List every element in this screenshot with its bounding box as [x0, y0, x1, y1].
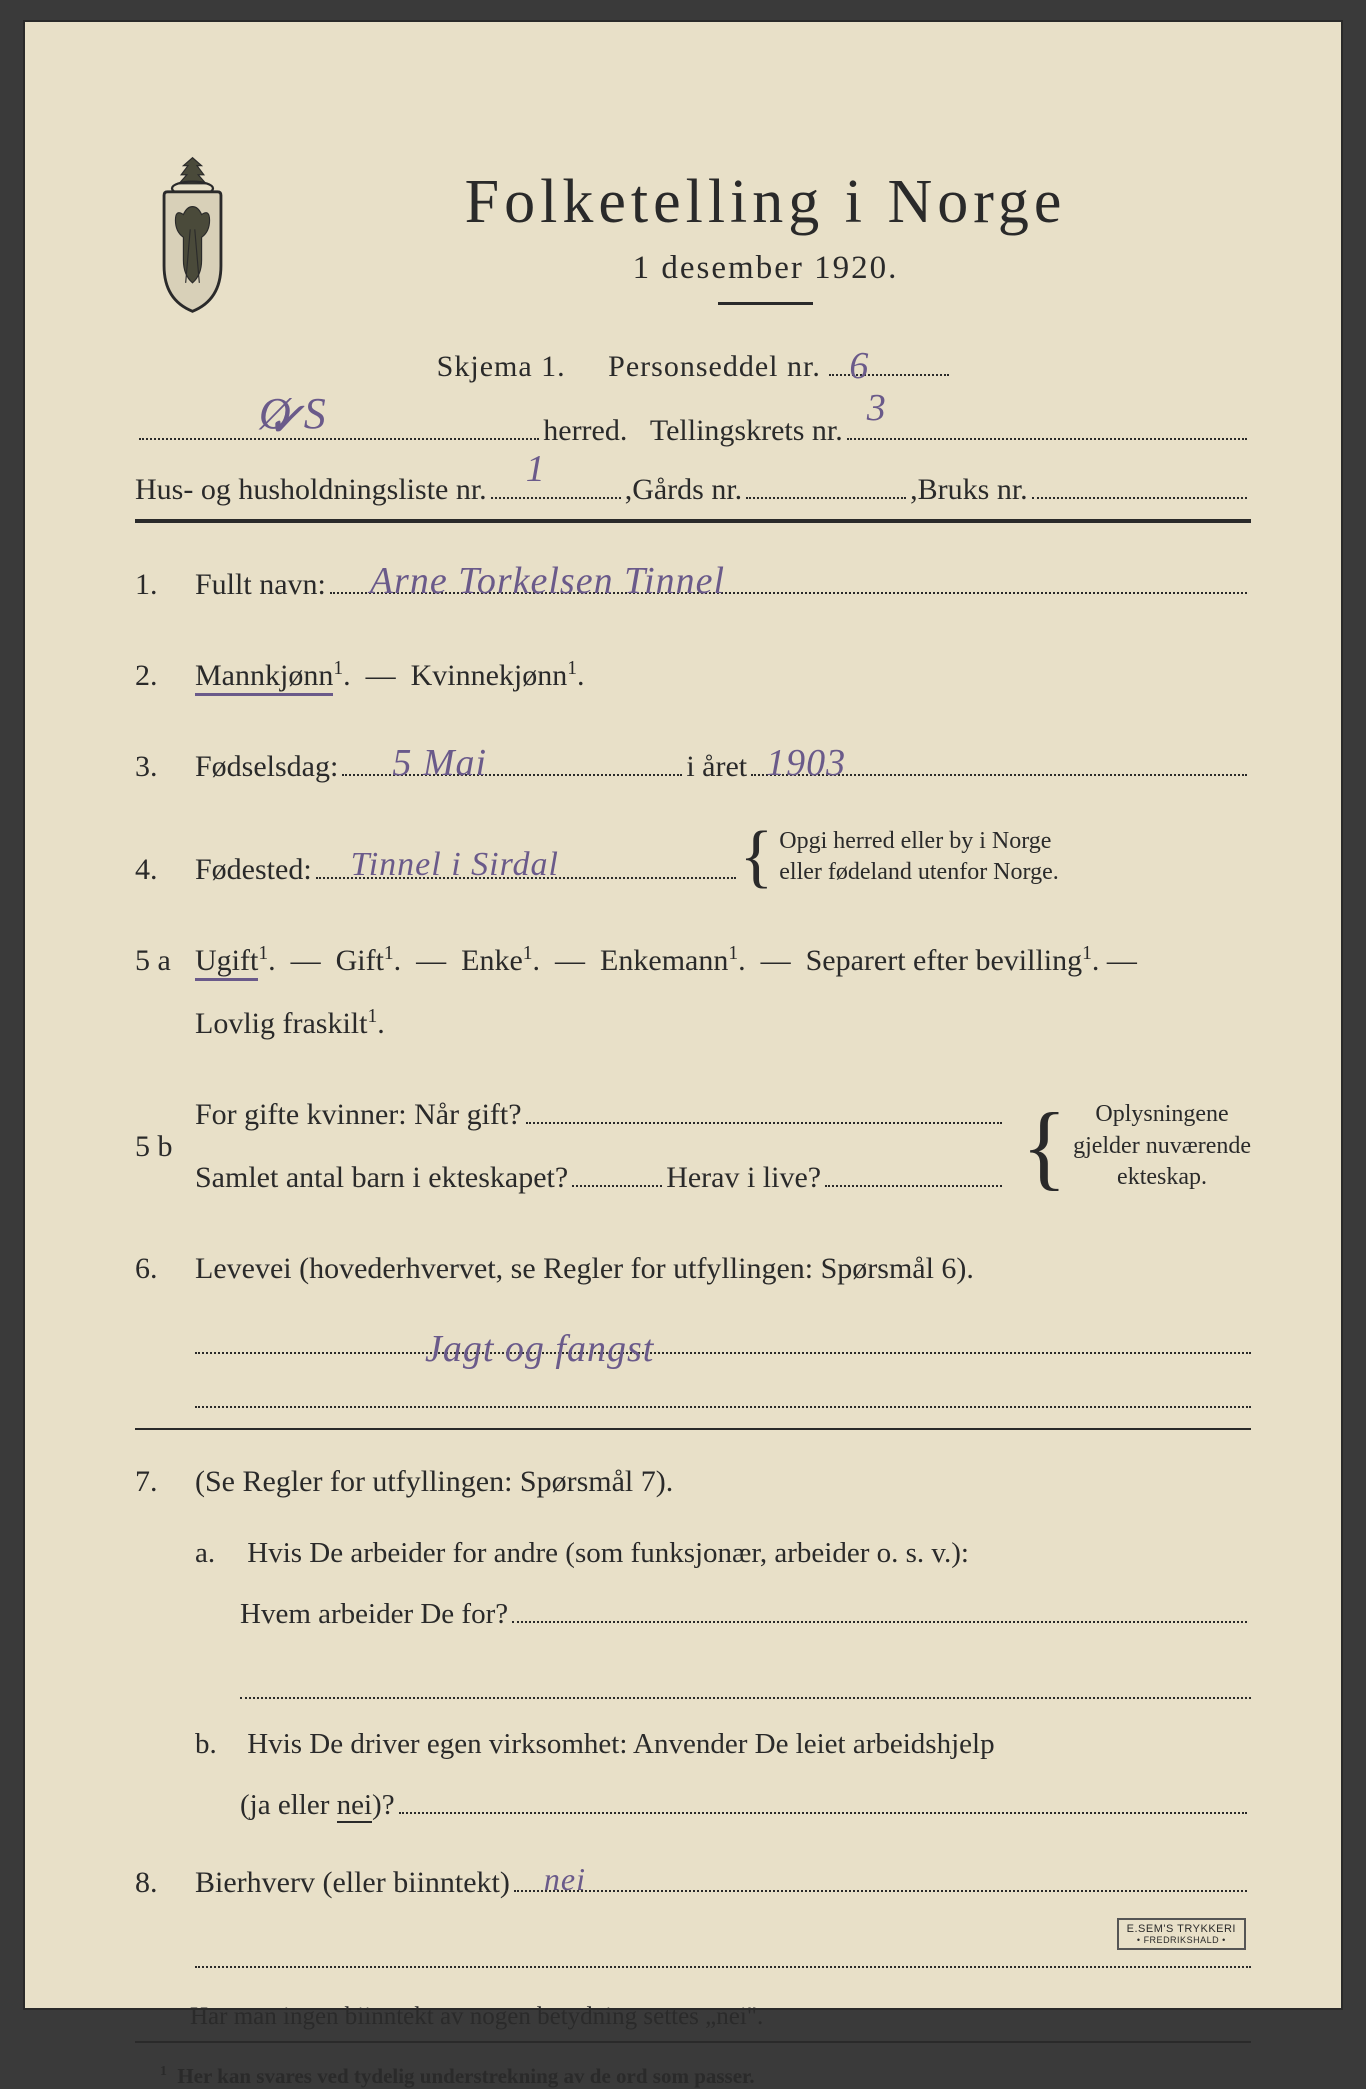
document-paper: Folketelling i Norge 1 desember 1920. Sk… [23, 20, 1343, 2010]
question-7b: b. Hvis De driver egen virksomhet: Anven… [195, 1714, 1251, 1836]
personseddel-nr-value: 6 [849, 344, 869, 388]
q3-day-value: 5 Mai [392, 724, 487, 804]
header: Folketelling i Norge 1 desember 1920. [135, 152, 1251, 330]
question-4: 4. Fødested: Tinnel i Sirdal { Opgi herr… [135, 826, 1251, 901]
main-title: Folketelling i Norge [280, 167, 1251, 238]
printer-stamp: E.SEM'S TRYKKERI • FREDRIKSHALD • [1117, 1918, 1246, 1950]
q5a-enkemann: Enkemann [600, 944, 728, 977]
q6-label: Levevei (hovederhvervet, se Regler for u… [195, 1252, 974, 1285]
q5b-l2b: Herav i live? [666, 1146, 821, 1209]
divider-mid [135, 1428, 1251, 1430]
question-1: 1. Fullt navn: Arne Torkelsen Tinnel [135, 553, 1251, 616]
question-5b: 5 b For gifte kvinner: Når gift? Samlet … [135, 1083, 1251, 1209]
q5b-note: { Oplysningene gjelder nuværende ekteska… [1021, 1099, 1251, 1193]
hus-line: Hus- og husholdningsliste nr. 1 , Gårds … [135, 473, 1251, 507]
q7b-l2: (ja eller nei)? [240, 1775, 395, 1836]
divider-thick [135, 519, 1251, 523]
q7b-l1: Hvis De driver egen virksomhet: Anvender… [247, 1728, 994, 1760]
divider-bottom [135, 2041, 1251, 2043]
q3-year-prefix: i året [686, 735, 747, 798]
q4-note: { Opgi herred eller by i Norge eller fød… [740, 826, 1059, 888]
husliste-nr-value: 1 [526, 447, 546, 491]
gards-label: Gårds nr. [632, 473, 742, 507]
q3-num: 3. [135, 735, 195, 798]
question-8: 8. Bierhverv (eller biinntekt) nei [135, 1851, 1251, 1914]
q4-num: 4. [135, 838, 195, 901]
q1-label: Fullt navn: [195, 553, 326, 616]
q5b-num: 5 b [135, 1115, 195, 1178]
q5a-fraskilt: Lovlig fraskilt [195, 1007, 367, 1040]
question-2: 2. Mannkjønn1. — Kvinnekjønn1. [135, 644, 1251, 707]
q3-year-value: 1903 [766, 724, 846, 804]
q6-value: Jagt og fangst [425, 1310, 654, 1390]
husliste-label: Hus- og husholdningsliste nr. [135, 473, 487, 507]
q8-label: Bierhverv (eller biinntekt) [195, 1851, 510, 1914]
q7b-letter: b. [195, 1714, 240, 1775]
herred-label: herred. [543, 414, 627, 448]
q5a-ugift: Ugift [195, 944, 258, 981]
bruks-label: Bruks nr. [918, 473, 1028, 507]
q6-num: 6. [135, 1237, 195, 1300]
q5a-num: 5 a [135, 929, 195, 992]
q7-label: (Se Regler for utfyllingen: Spørsmål 7). [195, 1450, 1251, 1513]
skjema-label: Skjema 1. [437, 350, 566, 383]
q4-value: Tinnel i Sirdal [351, 829, 559, 900]
footnote: 1 Her kan svares ved tydelig understrekn… [135, 2063, 1251, 2089]
q7a-letter: a. [195, 1523, 240, 1584]
q8-value: nei [544, 1846, 586, 1913]
footer-note: Har man ingen biinntekt av nogen betydni… [135, 2003, 1251, 2031]
q4-label: Fødested: [195, 838, 312, 901]
q7-num: 7. [135, 1450, 195, 1513]
q5a-enke: Enke [461, 944, 523, 977]
q5a-separert: Separert efter bevilling [806, 944, 1083, 977]
tellingskrets-label: Tellingskrets nr. [650, 414, 843, 448]
q2-kvinne: Kvinnekjønn [411, 659, 568, 692]
q5b-l1: For gifte kvinner: Når gift? [195, 1083, 522, 1146]
q2-num: 2. [135, 644, 195, 707]
title-divider [718, 302, 813, 305]
personseddel-label: Personseddel nr. [608, 350, 821, 383]
q5b-l2a: Samlet antal barn i ekteskapet? [195, 1146, 568, 1209]
skjema-line: Skjema 1. Personseddel nr. 6 ✓ [135, 350, 1251, 384]
q7a-l2: Hvem arbeider De for? [240, 1584, 508, 1645]
q8-num: 8. [135, 1851, 195, 1914]
q7a-l1: Hvis De arbeider for andre (som funksjon… [247, 1537, 969, 1569]
question-6: 6. Levevei (hovederhvervet, se Regler fo… [135, 1237, 1251, 1408]
question-3: 3. Fødselsdag: 5 Mai i året 1903 [135, 735, 1251, 798]
q1-num: 1. [135, 553, 195, 616]
q2-mann: Mannkjønn [195, 659, 333, 696]
herred-value: Ø S [259, 388, 327, 439]
date-line: 1 desember 1920. [280, 250, 1251, 287]
question-7: 7. (Se Regler for utfyllingen: Spørsmål … [135, 1450, 1251, 1513]
title-block: Folketelling i Norge 1 desember 1920. [280, 152, 1251, 330]
q3-label: Fødselsdag: [195, 735, 338, 798]
q1-value: Arne Torkelsen Tinnel [370, 542, 725, 622]
tellingskrets-nr-value: 3 [867, 386, 887, 430]
question-7a: a. Hvis De arbeider for andre (som funks… [195, 1523, 1251, 1699]
q5a-gift: Gift [336, 944, 384, 977]
coat-of-arms-icon [135, 152, 250, 317]
question-5a: 5 a Ugift1. — Gift1. — Enke1. — Enkemann… [135, 929, 1251, 1055]
